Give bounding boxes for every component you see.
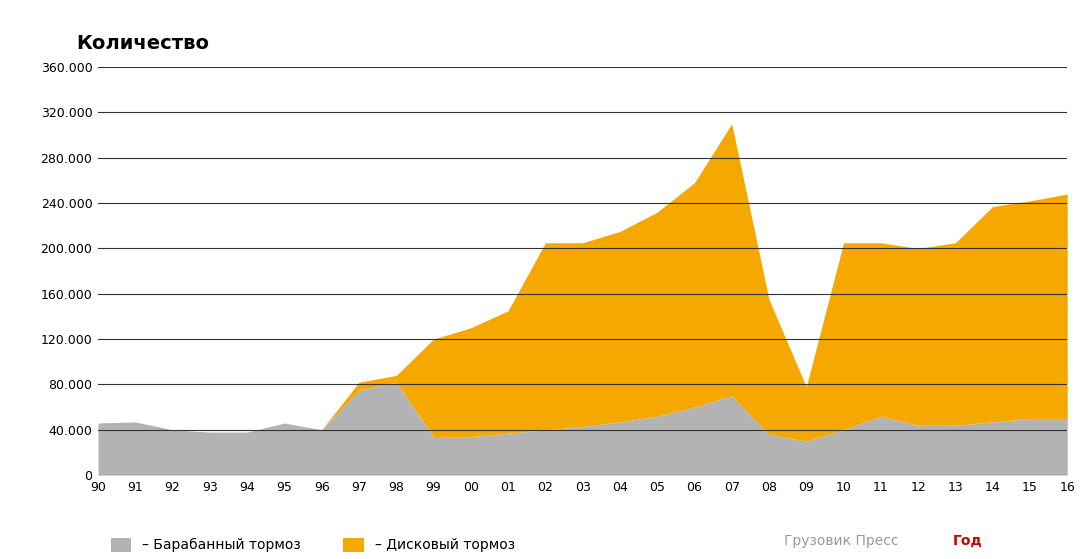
Legend: – Барабанный тормоз, – Дисковый тормоз: – Барабанный тормоз, – Дисковый тормоз <box>105 532 521 558</box>
Text: Количество: Количество <box>76 34 209 53</box>
Text: Грузовик Пресс: Грузовик Пресс <box>784 534 903 548</box>
Text: Год: Год <box>953 534 982 548</box>
